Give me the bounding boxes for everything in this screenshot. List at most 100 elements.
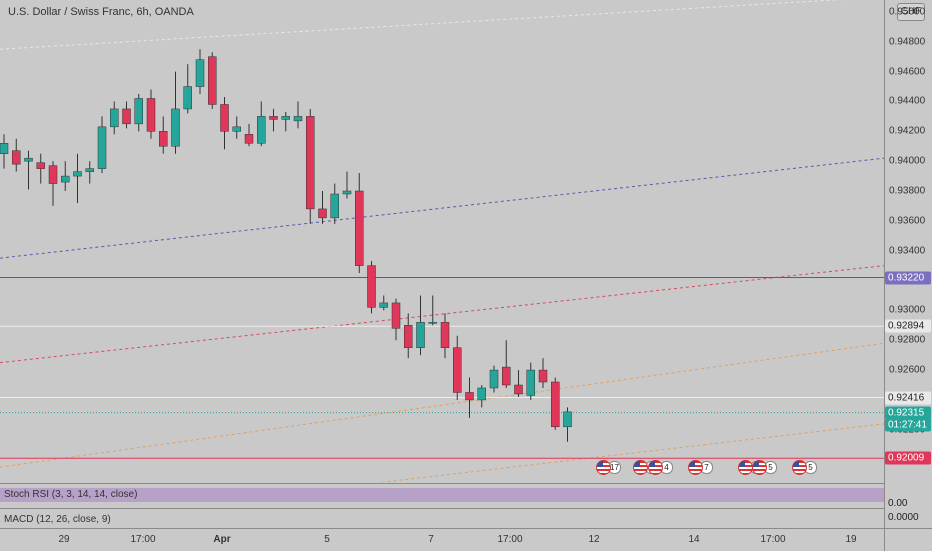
candle-body <box>379 302 388 308</box>
candle-body <box>293 116 303 122</box>
macd-pane[interactable]: MACD (12, 26, close, 9) <box>0 508 884 529</box>
trendline-2[interactable] <box>0 265 884 364</box>
price-tick-label: 0.94600 <box>889 66 926 78</box>
economic-event-marker[interactable]: 7 <box>688 459 713 475</box>
economic-event-marker[interactable]: 5 <box>792 459 817 475</box>
candle <box>122 101 131 129</box>
candle <box>563 407 572 442</box>
candle <box>281 111 290 132</box>
price-tick-label: 0.92600 <box>889 364 926 376</box>
candle <box>514 370 523 397</box>
candle <box>538 358 548 388</box>
price-tag[interactable]: 0.92009 <box>885 451 931 465</box>
price-tick-label: 0.94800 <box>889 36 926 48</box>
bar-countdown: 01:27:41 <box>885 418 931 432</box>
candle <box>134 94 143 132</box>
chart-title: U.S. Dollar / Swiss Franc, 6h, OANDA <box>6 6 196 18</box>
stoch-rsi-band <box>0 488 884 502</box>
candle <box>48 161 58 206</box>
us-flag-icon <box>752 459 767 475</box>
candle <box>73 153 82 203</box>
candle-body <box>355 190 364 266</box>
candle-body <box>367 265 376 308</box>
candle <box>502 340 511 388</box>
candle <box>489 365 499 393</box>
candle <box>391 298 401 341</box>
currency-badge[interactable]: CHF <box>897 3 925 21</box>
price-tick-label: 0.92800 <box>889 334 926 346</box>
candle-body <box>404 325 413 348</box>
candle-body <box>257 116 266 144</box>
price-tick-label: 0.93600 <box>889 215 926 227</box>
time-tick-label: 14 <box>688 534 700 545</box>
candle <box>477 385 486 408</box>
candle-body <box>514 384 523 395</box>
candle-body <box>453 347 462 393</box>
candle-body <box>159 131 168 147</box>
trendline-1[interactable] <box>0 157 884 259</box>
candle <box>526 362 535 400</box>
candle <box>220 96 229 150</box>
price-tag[interactable]: 0.93220 <box>885 271 931 285</box>
stoch-rsi-label: Stoch RSI (3, 3, 14, 14, close) <box>4 489 138 500</box>
candle <box>12 138 21 172</box>
candle <box>355 173 364 274</box>
candle-body <box>563 411 572 428</box>
candle <box>465 377 474 418</box>
candle-body <box>342 190 352 195</box>
candle <box>97 116 107 174</box>
candle-body <box>61 175 70 183</box>
candle-body <box>122 108 131 125</box>
price-chart[interactable]: U.S. Dollar / Swiss Franc, 6h, OANDA 178… <box>0 0 884 482</box>
us-flag-icon <box>688 459 703 475</box>
candlestick-chart-svg[interactable] <box>0 0 884 482</box>
candle <box>195 49 205 95</box>
candle <box>367 261 376 314</box>
candle-body <box>465 392 474 401</box>
candle <box>0 134 9 169</box>
us-flag-icon <box>596 459 611 475</box>
candle <box>416 295 425 356</box>
stoch-rsi-value: 0.00 <box>888 498 908 509</box>
candle-body <box>220 104 229 132</box>
candle-body <box>134 98 143 125</box>
price-tag[interactable]: 0.92416 <box>885 391 931 405</box>
candle <box>24 150 33 190</box>
economic-event-marker[interactable]: 4 <box>648 459 673 475</box>
candle <box>306 108 315 224</box>
candle <box>551 377 560 430</box>
candle-body <box>538 369 548 383</box>
price-tag[interactable]: 0.92315 <box>885 406 931 420</box>
candle <box>208 52 217 109</box>
time-tick-label: 17:00 <box>130 534 156 545</box>
candle-body <box>171 108 180 147</box>
candle <box>244 123 254 147</box>
candle <box>440 313 450 359</box>
time-tick-label: 29 <box>58 534 70 545</box>
axis-corner <box>884 528 932 551</box>
candle-body <box>146 98 156 132</box>
candle <box>453 335 462 400</box>
time-tick-label: 12 <box>588 534 600 545</box>
time-tick-label: Apr <box>213 534 231 545</box>
candle-body <box>73 171 82 177</box>
economic-event-marker[interactable]: 5 <box>752 459 777 475</box>
candle-body <box>440 322 450 348</box>
candle-body <box>526 369 535 396</box>
trendline-3[interactable] <box>0 342 884 468</box>
us-flag-icon <box>792 459 807 475</box>
candle <box>428 295 437 326</box>
price-axis[interactable]: CHF 0.95000 0.94800 0.94600 0.94400 0.94200 0… <box>884 0 932 528</box>
trendline-4[interactable] <box>0 423 884 482</box>
price-tick-label: 0.93800 <box>889 185 926 197</box>
economic-event-marker[interactable]: 17 <box>596 459 621 475</box>
time-tick-label: 19 <box>845 534 857 545</box>
candle <box>379 295 388 311</box>
macd-label: MACD (12, 26, close, 9) <box>4 514 111 525</box>
stoch-rsi-pane[interactable]: Stoch RSI (3, 3, 14, 14, close) <box>0 483 884 508</box>
candle <box>232 116 241 139</box>
candle-body <box>489 369 499 389</box>
us-flag-icon <box>648 459 663 475</box>
time-axis[interactable]: 29 17:00 Apr 5 7 17:00 12 14 17:00 19 <box>0 528 884 551</box>
price-tag[interactable]: 0.92894 <box>885 319 931 333</box>
